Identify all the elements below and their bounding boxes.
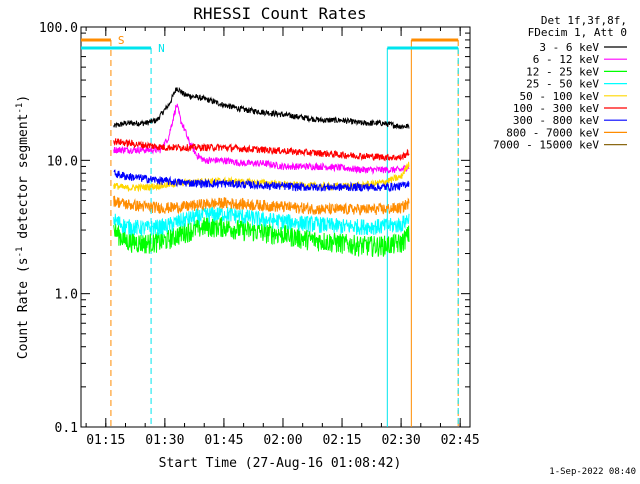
legend-label: 6 - 12 keV xyxy=(533,53,600,66)
series-line xyxy=(113,206,410,237)
legend: Det 1f,3f,8f, FDecim 1, Att 0 3 - 6 keV6… xyxy=(493,14,627,152)
marker-label-S: S xyxy=(118,34,125,47)
x-tick-label: 02:45 xyxy=(441,433,480,448)
y-axis-label: Count Rate (s-1 detector segment-1) xyxy=(15,95,31,359)
y-axis-label-mid: detector segment xyxy=(16,114,31,247)
legend-label: 3 - 6 keV xyxy=(539,41,599,54)
y-tick-label: 1.0 xyxy=(55,288,78,303)
series-line xyxy=(113,195,410,216)
x-axis-ticks: 01:15 01:30 01:45 02:00 02:15 02:30 02:45 xyxy=(85,27,480,448)
y-tick-label: 0.1 xyxy=(55,421,78,436)
legend-label: 25 - 50 keV xyxy=(526,78,599,91)
legend-header-1: Det 1f,3f,8f, xyxy=(541,14,627,27)
legend-header-2: FDecim 1, Att 0 xyxy=(528,26,627,39)
series-lines xyxy=(113,86,410,257)
x-tick-label: 02:30 xyxy=(382,433,421,448)
x-tick-label: 01:15 xyxy=(86,433,125,448)
x-tick-label: 02:00 xyxy=(263,433,302,448)
legend-label: 300 - 800 keV xyxy=(513,114,599,127)
x-axis-label: Start Time (27-Aug-16 01:08:42) xyxy=(159,456,402,471)
y-axis-label-end: ) xyxy=(16,95,31,103)
footer-timestamp: 1-Sep-2022 08:40 xyxy=(549,467,636,477)
series-line xyxy=(113,86,410,130)
legend-label: 12 - 25 keV xyxy=(526,65,599,78)
y-axis-label-sup1: -1 xyxy=(15,247,25,258)
series-line xyxy=(113,216,410,257)
legend-label: 800 - 7000 keV xyxy=(506,126,599,139)
legend-label: 7000 - 15000 keV xyxy=(493,139,599,152)
x-tick-label: 02:15 xyxy=(322,433,361,448)
plot-frame xyxy=(80,26,471,428)
chart-title: RHESSI Count Rates xyxy=(193,4,366,23)
y-tick-label: 10.0 xyxy=(47,154,78,169)
legend-label: 100 - 300 keV xyxy=(513,102,599,115)
marker-label-N: N xyxy=(158,42,165,55)
legend-label: 50 - 100 keV xyxy=(520,90,600,103)
y-axis-ticks: 100.0 10.0 1.0 0.1 xyxy=(39,21,470,436)
y-axis-label-main: Count Rate (s xyxy=(16,257,31,359)
series-line xyxy=(113,138,410,162)
series-line xyxy=(113,169,410,193)
series-line xyxy=(113,161,410,193)
x-tick-label: 01:45 xyxy=(204,433,243,448)
attenuator-markers: SN xyxy=(81,34,459,427)
x-tick-label: 01:30 xyxy=(145,433,184,448)
y-axis-label-sup2: -1 xyxy=(15,103,25,114)
y-tick-label: 100.0 xyxy=(39,21,78,36)
